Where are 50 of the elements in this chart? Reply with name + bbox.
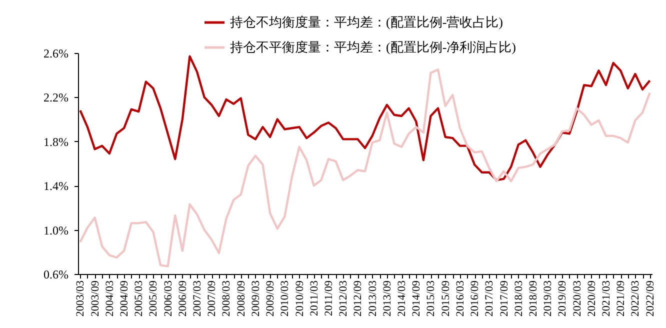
- y-tick-label: 2.2%: [44, 90, 68, 105]
- x-tick-label: 2021/03: [600, 280, 612, 317]
- x-tick-label: 2017/09: [498, 280, 510, 317]
- x-tick-label: 2010/03: [279, 280, 292, 317]
- x-tick-label: 2020/09: [586, 280, 598, 317]
- x-tick-label: 2014/03: [396, 280, 408, 317]
- x-tick-label: 2004/03: [104, 280, 116, 317]
- x-tick-label: 2013/09: [381, 280, 394, 317]
- x-tick-label: 2010/09: [294, 280, 306, 317]
- x-tick-label: 2009/03: [250, 280, 262, 317]
- x-tick-label: 2006/03: [162, 280, 174, 317]
- x-tick-label: 2013/03: [366, 280, 379, 317]
- x-tick-label: 2018/03: [512, 280, 525, 317]
- x-tick-label: 2003/09: [89, 280, 102, 317]
- x-tick-label: 2003/03: [74, 280, 87, 317]
- x-tick-label: 2022/03: [630, 280, 642, 317]
- x-tick-label: 2006/09: [176, 280, 189, 317]
- x-tick-label: 2019/03: [542, 280, 554, 317]
- x-tick-label: 2011/09: [322, 280, 335, 316]
- x-tick-label: 2011/03: [308, 280, 320, 316]
- y-tick-label: 1.8%: [44, 134, 68, 149]
- x-tick-label: 2007/09: [206, 280, 218, 317]
- x-tick-label: 2008/09: [235, 280, 248, 317]
- y-tick-label: 0.6%: [44, 268, 68, 282]
- x-tick-label: 2020/03: [571, 280, 584, 317]
- x-tick-label: 2014/09: [410, 280, 423, 317]
- x-tick-label: 2005/09: [148, 280, 160, 317]
- x-tick-label: 2008/03: [220, 280, 233, 317]
- x-tick-label: 2016/09: [469, 280, 482, 317]
- x-tick-label: 2005/03: [133, 280, 146, 317]
- x-tick-label: 2016/03: [454, 280, 466, 317]
- line-series: [79, 68, 651, 268]
- y-tick-label: 1.0%: [44, 223, 68, 238]
- x-tick-label: 2021/09: [615, 280, 628, 317]
- x-tick-label: 2012/09: [352, 280, 364, 317]
- x-tick-label: 2022/09: [644, 280, 656, 317]
- line-series: [79, 55, 651, 182]
- x-tick-label: 2004/09: [118, 280, 131, 317]
- legend-label: 持仓不平衡度量：平均差：(配置比例-净利润占比): [230, 40, 516, 54]
- x-tick-label: 2012/03: [338, 280, 350, 317]
- x-tick-label: 2015/03: [425, 280, 438, 317]
- x-tick-label: 2018/09: [527, 280, 540, 317]
- x-tick-label: 2015/09: [440, 280, 452, 317]
- y-tick-label: 2.6%: [44, 46, 68, 60]
- x-tick-label: 2019/09: [556, 280, 569, 317]
- x-tick-label: 2007/03: [192, 280, 204, 317]
- y-tick-label: 1.4%: [44, 179, 68, 194]
- legend-label: 持仓不均衡度量：平均差：(配置比例-营收占比): [230, 14, 503, 30]
- x-tick-label: 2009/09: [264, 280, 277, 317]
- x-tick-label: 2017/03: [484, 280, 496, 317]
